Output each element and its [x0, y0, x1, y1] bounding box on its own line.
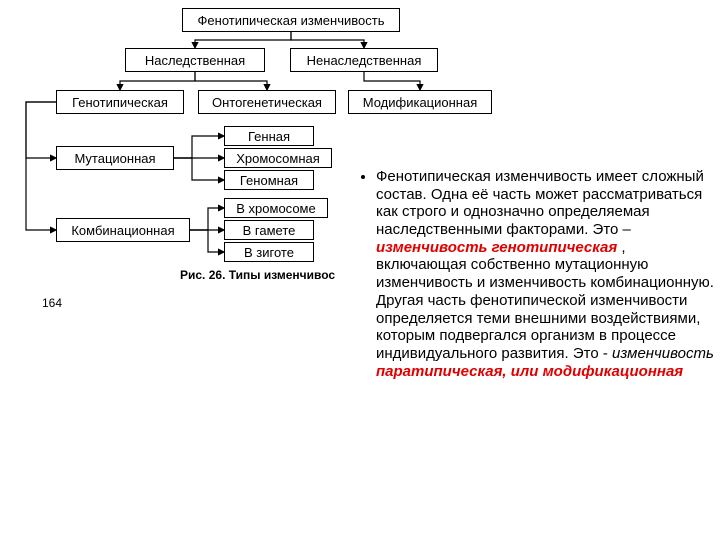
page-number: 164 — [42, 296, 62, 310]
node-gene: Генная — [224, 126, 314, 146]
node-mut: Мутационная — [56, 146, 174, 170]
node-vzigote: В зиготе — [224, 242, 314, 262]
node-komb: Комбинационная — [56, 218, 190, 242]
node-chrom: Хромосомная — [224, 148, 332, 168]
node-genotyp: Генотипическая — [56, 90, 184, 114]
node-ontogen: Онтогенетическая — [198, 90, 336, 114]
node-vgamete: В гамете — [224, 220, 314, 240]
para-lead: Фенотипическая изменчивость имеет сложны… — [376, 168, 704, 238]
node-modif: Модификационная — [348, 90, 492, 114]
para-em-paratyp: паратипическая, или модификационная — [376, 363, 683, 380]
explanatory-paragraph: Фенотипическая изменчивость имеет сложны… — [352, 168, 714, 380]
para-em2a: изменчивость — [612, 345, 714, 362]
node-vchrom: В хромосоме — [224, 198, 328, 218]
node-nonhered: Ненаследственная — [290, 48, 438, 72]
node-root: Фенотипическая изменчивость — [182, 8, 400, 32]
figure-caption: Рис. 26. Типы изменчивос — [180, 268, 335, 282]
para-mid: , включающая собственно мутационную изме… — [376, 239, 714, 362]
para-em-genotyp: изменчивость генотипическая — [376, 239, 617, 256]
node-genom: Геномная — [224, 170, 314, 190]
node-hered: Наследственная — [125, 48, 265, 72]
